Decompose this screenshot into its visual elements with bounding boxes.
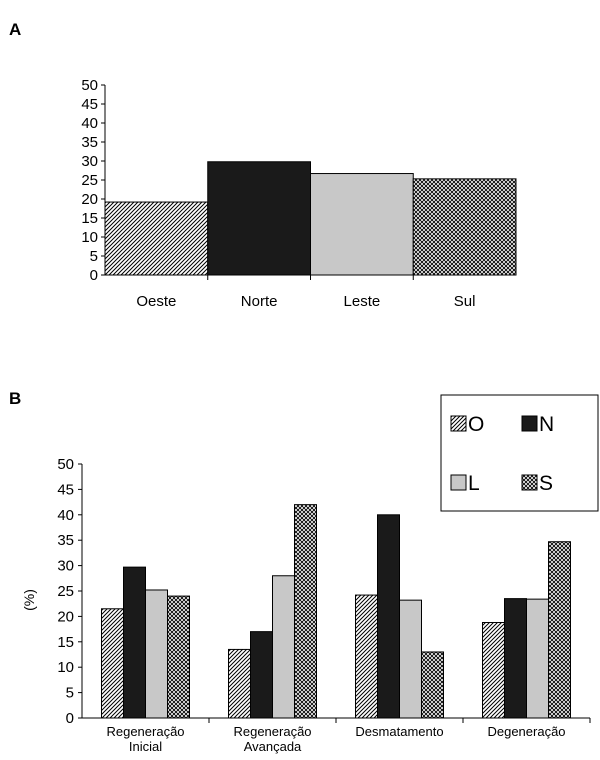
x-tick-label: Degeneração [487,724,565,739]
bar-o [228,648,251,719]
bar-n [377,514,400,719]
legend-label-l: L [468,472,480,495]
y-tick-label: 10 [57,659,74,676]
bar-sul [412,178,517,276]
legend: O N L S [440,394,599,512]
y-tick-label: 10 [81,229,98,246]
y-tick-label: 40 [57,507,74,524]
bar-n [123,566,146,719]
bar-norte [207,161,311,276]
x-tick-label: Leste [344,293,381,310]
y-tick-label: 30 [81,153,98,170]
x-tick-label: Sul [454,293,476,310]
bar-s [167,595,190,719]
bar-o [355,594,378,719]
y-tick-label: 50 [57,456,74,473]
y-axis-label: (%) [21,589,37,611]
bar-oeste [104,201,209,276]
y-tick-label: 40 [81,115,98,132]
bar-leste [310,173,414,276]
legend-label-n: N [539,413,554,436]
y-tick-label: 5 [66,685,74,702]
legend-swatch-o [450,415,467,432]
legend-swatch-n [521,415,538,432]
y-tick-label: 20 [57,608,74,625]
bar-n [504,598,527,719]
y-tick-label: 5 [90,248,98,265]
bar-s [548,541,571,719]
y-tick-label: 45 [81,96,98,113]
legend-swatch-s [521,474,538,491]
bar-l [399,599,422,719]
bar-o [482,621,505,719]
x-tick-label: Norte [241,293,278,310]
y-tick-label: 25 [57,583,74,600]
panel-label-a: A [9,20,21,39]
bar-s [294,504,317,719]
x-tick-label: Oeste [136,293,176,310]
x-tick-label: Regeneração Inicial [106,724,184,754]
legend-swatch-l [450,474,467,491]
y-tick-label: 35 [57,532,74,549]
y-tick-label: 25 [81,172,98,189]
legend-label-o: O [468,413,484,436]
bar-o [101,608,124,719]
chart-a: 0 5 10 15 20 25 30 35 40 45 50 Oeste Norte Leste Sul [81,77,517,310]
y-tick-label: 0 [66,710,74,727]
y-tick-label: 15 [57,634,74,651]
legend-label-s: S [539,472,553,495]
legend-box [440,394,599,512]
bar-l [526,598,549,719]
bar-l [145,589,168,719]
panel-label-b: B [9,389,21,408]
y-tick-label: 45 [57,481,74,498]
y-tick-label: 20 [81,191,98,208]
chart-b: 0 5 10 15 20 25 30 35 40 45 50 Regeneração Inicial Re… [57,456,591,754]
y-tick-label: 0 [90,267,98,284]
y-tick-label: 15 [81,210,98,227]
bar-l [272,575,295,719]
bar-s [421,651,444,719]
x-tick-label: Desmatamento [355,724,443,739]
y-tick-label: 50 [81,77,98,94]
x-tick-label: Regeneração Avançada [233,724,311,754]
y-tick-label: 35 [81,134,98,151]
y-tick-label: 30 [57,558,74,575]
bar-n [250,631,273,719]
